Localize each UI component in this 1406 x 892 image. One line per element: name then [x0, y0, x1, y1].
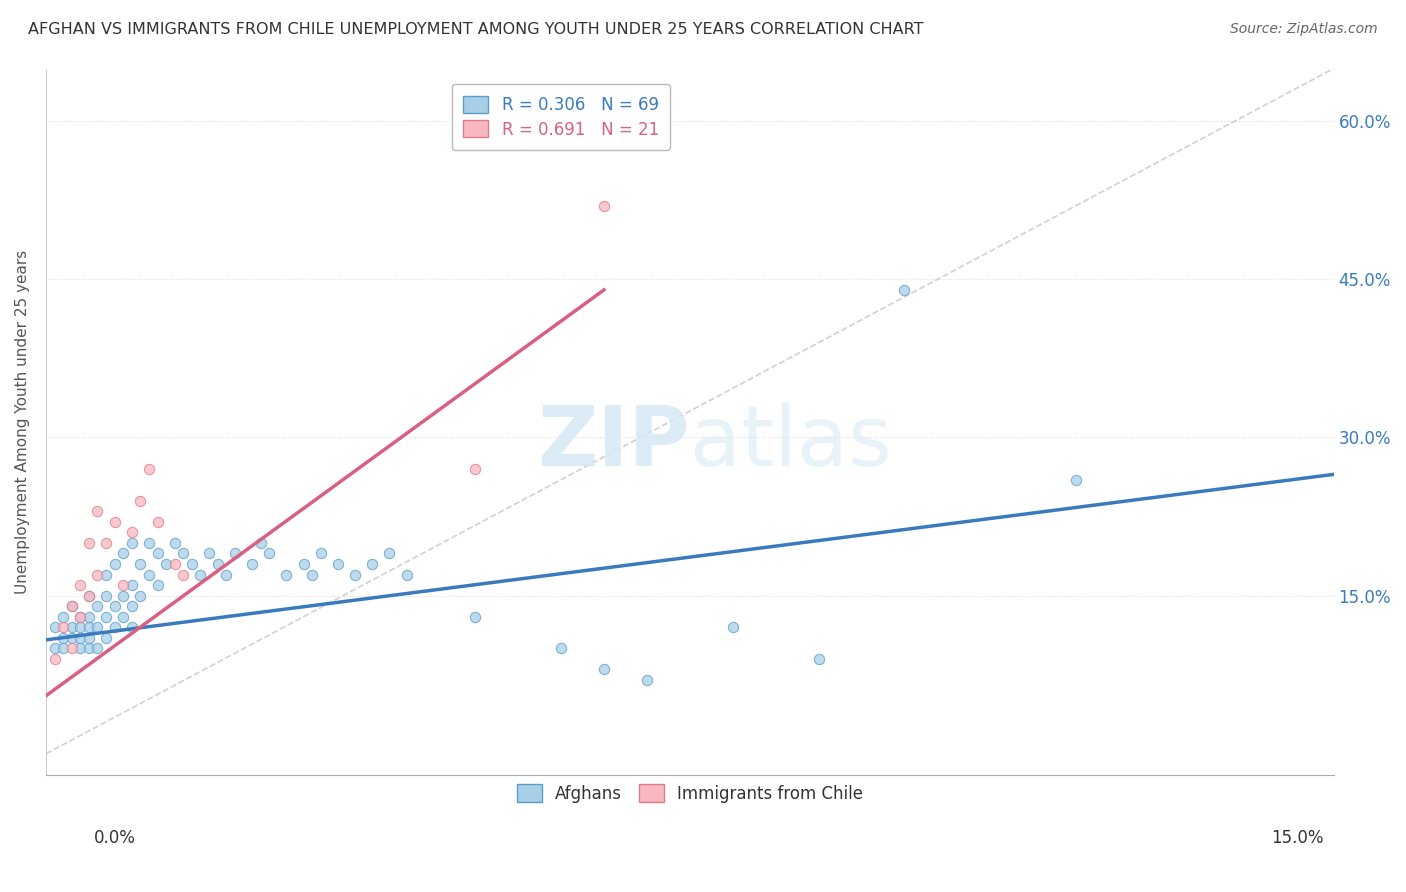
Point [86, 641, 108, 656]
Point [94, 567, 117, 582]
Text: 15.0%: 15.0% [1271, 829, 1324, 847]
Point [121, 578, 143, 592]
Point [361, 557, 384, 571]
Point [240, 557, 263, 571]
Point [257, 546, 280, 560]
Text: Source: ZipAtlas.com: Source: ZipAtlas.com [1230, 22, 1378, 37]
Point [60, 631, 83, 645]
Point [44, 652, 66, 666]
Point [121, 536, 143, 550]
Point [121, 525, 143, 540]
Point [121, 620, 143, 634]
Point [69, 631, 91, 645]
Point [146, 578, 169, 592]
Point [94, 609, 117, 624]
Point [163, 557, 186, 571]
Point [550, 641, 572, 656]
Point [60, 620, 83, 634]
Point [86, 599, 108, 614]
Point [44, 641, 66, 656]
Point [190, 567, 212, 582]
Point [77, 589, 100, 603]
Point [77, 536, 100, 550]
Point [155, 557, 177, 571]
Point [86, 567, 108, 582]
Point [94, 589, 117, 603]
Text: 0.0%: 0.0% [94, 829, 136, 847]
Point [86, 620, 108, 634]
Point [69, 609, 91, 624]
Point [129, 493, 152, 508]
Point [77, 589, 100, 603]
Point [207, 557, 229, 571]
Point [77, 641, 100, 656]
Point [138, 462, 160, 476]
Point [52, 609, 75, 624]
Point [60, 599, 83, 614]
Point [60, 599, 83, 614]
Point [309, 546, 332, 560]
Y-axis label: Unemployment Among Youth under 25 years: Unemployment Among Youth under 25 years [15, 250, 30, 594]
Point [77, 620, 100, 634]
Point [198, 546, 221, 560]
Point [44, 620, 66, 634]
Point [138, 536, 160, 550]
Point [112, 578, 135, 592]
Point [112, 546, 135, 560]
Point [326, 557, 349, 571]
Point [129, 557, 152, 571]
Point [104, 620, 127, 634]
Point [69, 578, 91, 592]
Point [172, 546, 194, 560]
Point [69, 609, 91, 624]
Point [807, 652, 830, 666]
Point [94, 631, 117, 645]
Point [146, 515, 169, 529]
Point [86, 504, 108, 518]
Point [112, 589, 135, 603]
Point [464, 609, 486, 624]
Point [172, 567, 194, 582]
Point [138, 567, 160, 582]
Point [104, 557, 127, 571]
Point [249, 536, 271, 550]
Point [77, 609, 100, 624]
Point [593, 662, 616, 676]
Point [378, 546, 401, 560]
Point [129, 589, 152, 603]
Point [636, 673, 658, 687]
Text: AFGHAN VS IMMIGRANTS FROM CHILE UNEMPLOYMENT AMONG YOUTH UNDER 25 YEARS CORRELAT: AFGHAN VS IMMIGRANTS FROM CHILE UNEMPLOY… [28, 22, 924, 37]
Point [60, 641, 83, 656]
Point [292, 557, 315, 571]
Point [224, 546, 246, 560]
Point [343, 567, 366, 582]
Point [52, 631, 75, 645]
Point [1064, 473, 1087, 487]
Text: ZIP: ZIP [537, 402, 690, 483]
Point [721, 620, 744, 634]
Point [893, 283, 915, 297]
Point [215, 567, 238, 582]
Point [163, 536, 186, 550]
Point [69, 620, 91, 634]
Point [301, 567, 323, 582]
Point [146, 546, 169, 560]
Text: atlas: atlas [690, 402, 891, 483]
Point [52, 620, 75, 634]
Point [593, 198, 616, 212]
Point [180, 557, 202, 571]
Point [94, 536, 117, 550]
Point [77, 631, 100, 645]
Point [104, 599, 127, 614]
Point [121, 599, 143, 614]
Point [52, 641, 75, 656]
Legend: Afghans, Immigrants from Chile: Afghans, Immigrants from Chile [503, 771, 876, 816]
Point [112, 609, 135, 624]
Point [276, 567, 298, 582]
Point [464, 462, 486, 476]
Point [104, 515, 127, 529]
Point [69, 641, 91, 656]
Point [395, 567, 418, 582]
